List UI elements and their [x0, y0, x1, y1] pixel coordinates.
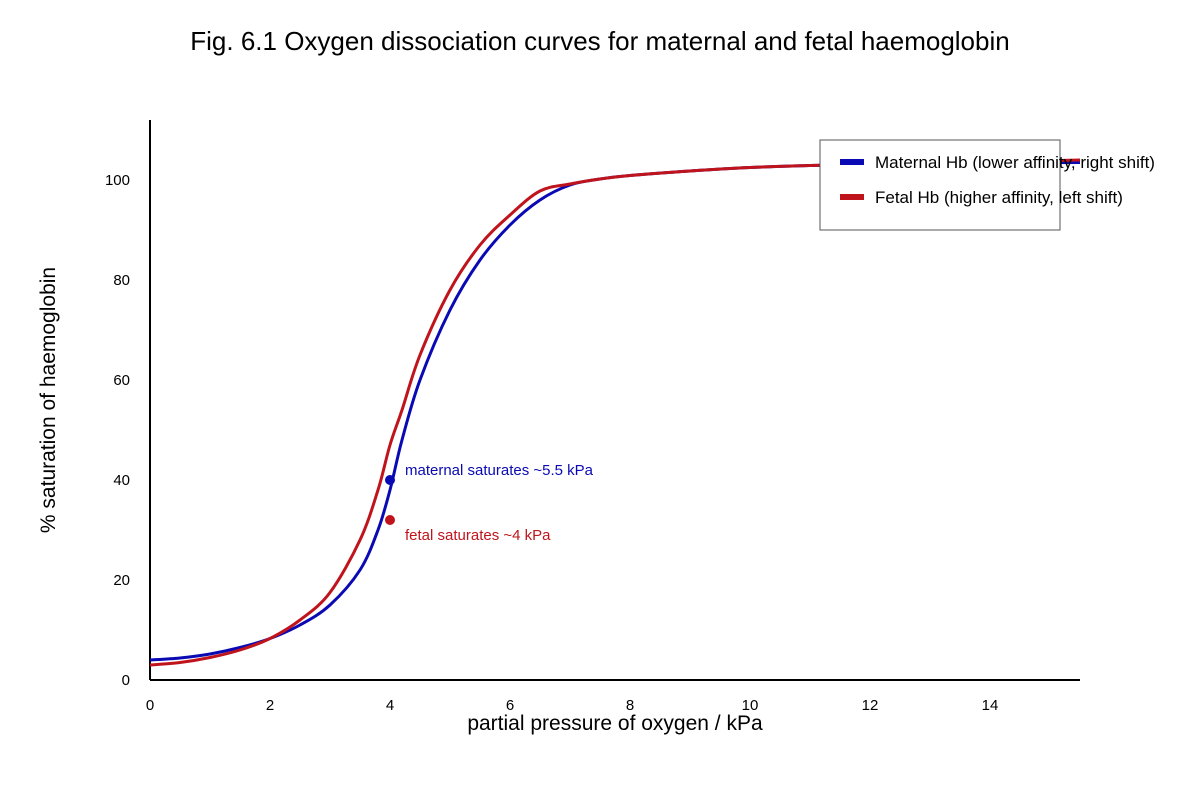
legend-box — [819, 139, 1061, 231]
legend-entry-label: Maternal Hb (lower affinity, right shift… — [875, 153, 1155, 172]
x-tick-label: 6 — [506, 697, 514, 714]
y-tick-label: 40 — [113, 472, 130, 489]
legend: Maternal Hb (lower affinity, right shift… — [819, 139, 1155, 231]
x-tick-label: 10 — [742, 697, 759, 714]
x-axis-label: partial pressure of oxygen / kPa — [467, 712, 763, 735]
x-tick-label: 12 — [862, 697, 879, 714]
x-tick-label: 0 — [146, 697, 154, 714]
x-tick-label: 2 — [266, 697, 274, 714]
maternal-annotation-point — [385, 475, 395, 485]
y-axis-label: % saturation of haemoglobin — [37, 267, 60, 533]
fetal-hb-curve — [149, 158, 1081, 667]
y-tick-label: 80 — [113, 272, 130, 289]
legend-entry-label: Fetal Hb (higher affinity, left shift) — [875, 188, 1123, 207]
y-tick-label: 0 — [122, 672, 130, 689]
y-tick-label: 20 — [113, 572, 130, 589]
x-tick-label: 4 — [386, 697, 394, 714]
y-tick-label: 100 — [105, 172, 130, 189]
x-tick-label: 14 — [982, 697, 999, 714]
y-tick-label: 60 — [113, 372, 130, 389]
fetal-annotation-point — [385, 515, 395, 525]
x-tick-label: 8 — [626, 697, 634, 714]
plot-area: 0 2 4 6 8 10 12 14 0 20 40 60 80 100 maternal saturate… — [105, 120, 1081, 714]
maternal-annotation-label: maternal saturates ~5.5 kPa — [405, 462, 594, 479]
fetal-annotation-label: fetal saturates ~4 kPa — [405, 527, 551, 544]
maternal-hb-curve — [149, 161, 1081, 662]
chart-title: Fig. 6.1 Oxygen dissociation curves for … — [190, 26, 1009, 56]
